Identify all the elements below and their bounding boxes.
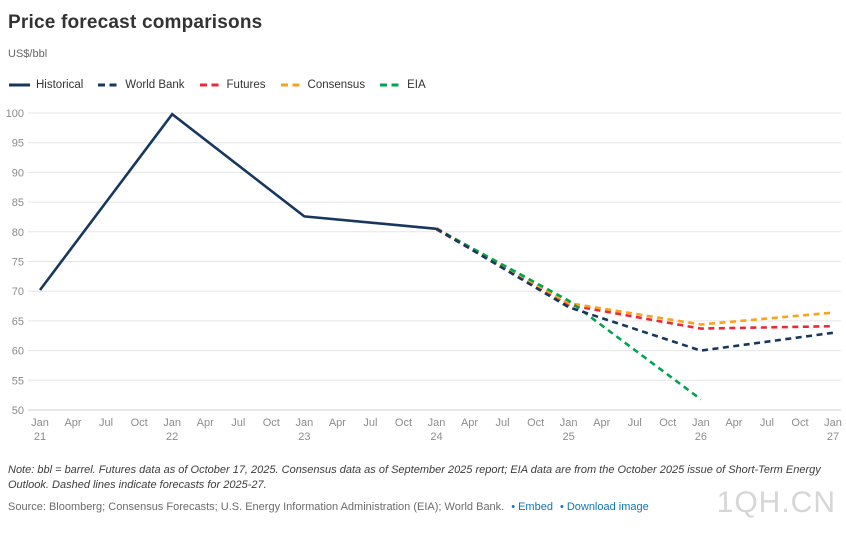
legend-item-label: EIA [407, 79, 426, 91]
x-tick-label: Jan [428, 417, 446, 429]
x-tick-label: Apr [64, 417, 81, 429]
embed-link[interactable]: Embed [518, 501, 553, 513]
x-tick-label: Jan [31, 417, 49, 429]
unit-label: US$/bbl [8, 48, 48, 60]
y-tick-label: 90 [12, 167, 24, 179]
x-tick-label: Jul [231, 417, 245, 429]
y-tick-label: 60 [12, 346, 24, 358]
y-tick-label: 65 [12, 316, 24, 328]
legend-swatch-icon [199, 83, 221, 87]
watermark: 1QH.CN [716, 486, 836, 519]
legend-item-consensus: Consensus [280, 79, 366, 91]
series-line-consensus [435, 227, 834, 326]
series-line-eia [435, 227, 702, 401]
x-tick-label: Apr [329, 417, 346, 429]
legend-swatch-icon [380, 83, 402, 87]
x-tick-label: Apr [725, 417, 742, 429]
x-tick-label: Jul [628, 417, 642, 429]
legend-item-eia: EIA [379, 79, 426, 91]
x-tick-label: Jul [363, 417, 377, 429]
x-tick-year-label: 22 [166, 431, 178, 443]
x-tick-label: Jan [692, 417, 710, 429]
legend-item-label: Futures [226, 79, 266, 91]
x-tick-label: Apr [197, 417, 214, 429]
x-tick-label: Jan [295, 417, 313, 429]
x-tick-label: Jul [496, 417, 510, 429]
line-chart: 100 95 90 85 80 75 70 65 60 55 50 Jan 21 Apr Jul Oct Jan… [0, 100, 846, 460]
x-tick-year-label: 26 [695, 431, 707, 443]
link-bullet: • [559, 501, 564, 513]
x-tick-label: Oct [131, 417, 148, 429]
source-line: Source: Bloomberg; Consensus Forecasts; … [8, 501, 842, 513]
series-line-world-bank [435, 227, 834, 352]
link-bullet: • [511, 501, 516, 513]
y-tick-label: 100 [6, 108, 24, 120]
legend-item-world-bank: World Bank [97, 79, 185, 91]
legend-item-historical: Historical [8, 79, 83, 91]
legend: Historical World Bank Futures Consensus EIA [8, 79, 426, 91]
x-tick-label: Oct [527, 417, 544, 429]
x-tick-label: Jul [760, 417, 774, 429]
download-image-link[interactable]: Download image [566, 501, 649, 513]
legend-swatch-icon [98, 83, 120, 87]
source-text: Source: Bloomberg; Consensus Forecasts; … [8, 501, 505, 513]
legend-item-label: World Bank [125, 79, 185, 91]
x-tick-label: Jan [560, 417, 578, 429]
x-tick-year-label: 24 [430, 431, 442, 443]
chart-canvas: 100 95 90 85 80 75 70 65 60 55 50 Jan 21 Apr Jul Oct Jan… [6, 108, 842, 443]
page-title: Price forecast comparisons [8, 12, 263, 33]
legend-item-label: Historical [36, 79, 84, 91]
y-tick-label: 55 [12, 375, 24, 387]
y-tick-label: 80 [12, 227, 24, 239]
x-tick-label: Oct [659, 417, 676, 429]
y-tick-label: 70 [12, 286, 24, 298]
x-tick-year-label: 23 [298, 431, 310, 443]
x-tick-label: Jul [99, 417, 113, 429]
x-tick-label: Apr [593, 417, 610, 429]
x-tick-label: Oct [395, 417, 412, 429]
x-tick-label: Oct [791, 417, 808, 429]
legend-swatch-icon [280, 83, 302, 87]
x-tick-year-label: 25 [563, 431, 575, 443]
x-tick-label: Jan [824, 417, 842, 429]
legend-item-label: Consensus [307, 79, 366, 91]
y-tick-label: 95 [12, 138, 24, 150]
x-tick-label: Oct [263, 417, 280, 429]
legend-item-futures: Futures [199, 79, 266, 91]
series-line-historical [38, 112, 437, 291]
series-line-futures [435, 228, 834, 330]
y-tick-label: 85 [12, 197, 24, 209]
x-tick-year-label: 27 [827, 431, 839, 443]
legend-swatch-icon [9, 83, 30, 87]
chart-note: Note: bbl = barrel. Futures data as of O… [8, 464, 821, 491]
x-tick-year-label: 21 [34, 431, 46, 443]
x-tick-label: Apr [461, 417, 478, 429]
x-tick-label: Jan [163, 417, 181, 429]
y-tick-label: 75 [12, 257, 24, 269]
y-tick-label: 50 [12, 405, 24, 417]
